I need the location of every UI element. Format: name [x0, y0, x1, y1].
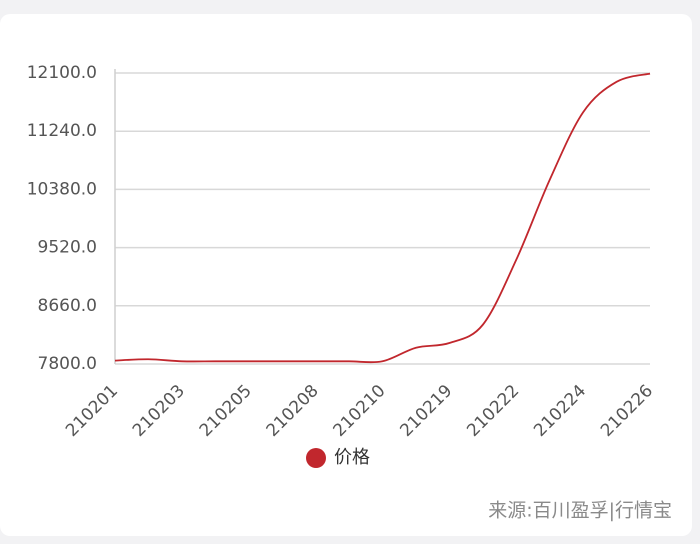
x-tick-label: 210201 — [62, 381, 122, 441]
x-tick-label: 210224 — [530, 381, 590, 441]
y-tick-label: 7800.0 — [38, 354, 97, 374]
y-tick-label: 8660.0 — [38, 296, 97, 316]
legend-label: 价格 — [334, 447, 370, 468]
x-tick-label: 210208 — [263, 381, 323, 441]
legend-marker — [306, 448, 326, 468]
x-tick-label: 210226 — [597, 381, 657, 441]
y-tick-label: 12100.0 — [27, 63, 97, 83]
y-tick-label: 10380.0 — [27, 179, 97, 199]
x-tick-label: 210222 — [463, 381, 523, 441]
x-tick-label: 210205 — [196, 381, 256, 441]
source-note: 来源:百川盈孚|行情宝 — [488, 500, 672, 522]
x-tick-label: 210203 — [129, 381, 189, 441]
y-tick-label: 11240.0 — [27, 121, 97, 141]
line — [114, 72, 651, 364]
y-tick-label: 9520.0 — [38, 238, 97, 258]
x-tick-label: 210210 — [330, 381, 390, 441]
x-tick-label: 210219 — [396, 381, 456, 441]
